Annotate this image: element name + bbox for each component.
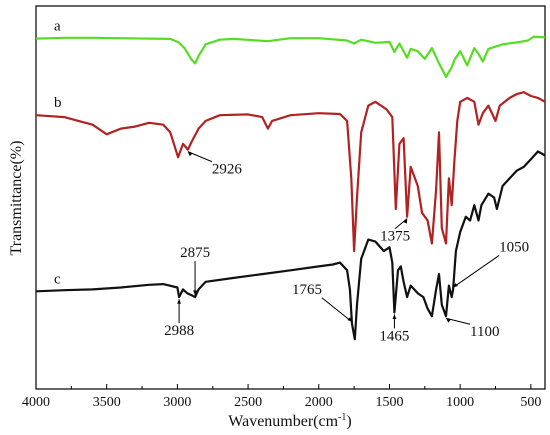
x-tick-label-500: 500 (520, 395, 541, 410)
annotation-arrowhead-1050 (453, 282, 458, 288)
annotation-2926: 2926 (212, 162, 243, 178)
plot-frame (35, 5, 546, 390)
annotation-arrow-1050 (452, 255, 500, 288)
annotation-1465: 1465 (379, 328, 409, 344)
x-tick-label-3000: 3000 (163, 395, 191, 410)
x-tick-label-2000: 2000 (305, 395, 333, 410)
series-layer (35, 35, 546, 341)
annotations: 2926 1375 2875 2988 1765 1465 1050 1100 (164, 151, 529, 344)
x-axis-tick-labels: 4000 3500 3000 2500 2000 1500 1000 500 (22, 395, 541, 410)
y-axis-label: Transmittance(%) (8, 141, 25, 256)
x-tick-label-4000: 4000 (22, 395, 50, 410)
series-labels: a b c (54, 19, 62, 288)
annotation-1765: 1765 (292, 282, 322, 298)
annotation-2875: 2875 (180, 245, 210, 261)
annotation-arrowhead-1375 (403, 218, 408, 224)
x-tick-label-2500: 2500 (234, 395, 262, 410)
series-b-line (35, 91, 546, 253)
annotation-1050: 1050 (499, 239, 529, 255)
series-label-a: a (54, 19, 61, 35)
series-label-c: c (54, 271, 61, 287)
annotation-arrowhead-2875 (193, 290, 198, 296)
x-tick-label-3500: 3500 (93, 395, 121, 410)
annotation-arrowhead-2926 (187, 151, 193, 157)
annotation-arrowhead-2988 (177, 299, 182, 304)
series-c-line (35, 150, 546, 341)
series-a-line (35, 35, 546, 78)
annotation-arrow-1765 (321, 297, 353, 323)
annotation-arrowhead-1465 (392, 314, 397, 320)
annotation-arrow-1100 (445, 317, 471, 325)
x-axis-label: Wavenumber(cm-1) (228, 412, 351, 430)
annotation-1375: 1375 (380, 229, 410, 245)
annotation-arrowhead-1765 (347, 317, 353, 322)
annotation-2988: 2988 (164, 323, 194, 339)
annotation-1100: 1100 (470, 324, 499, 340)
annotation-arrowhead-1100 (446, 318, 451, 323)
x-tick-label-1500: 1500 (375, 395, 403, 410)
series-label-b: b (54, 95, 62, 111)
annotation-arrow-1375 (394, 218, 408, 230)
x-axis-ticks (35, 384, 532, 389)
x-tick-label-1000: 1000 (446, 395, 474, 410)
